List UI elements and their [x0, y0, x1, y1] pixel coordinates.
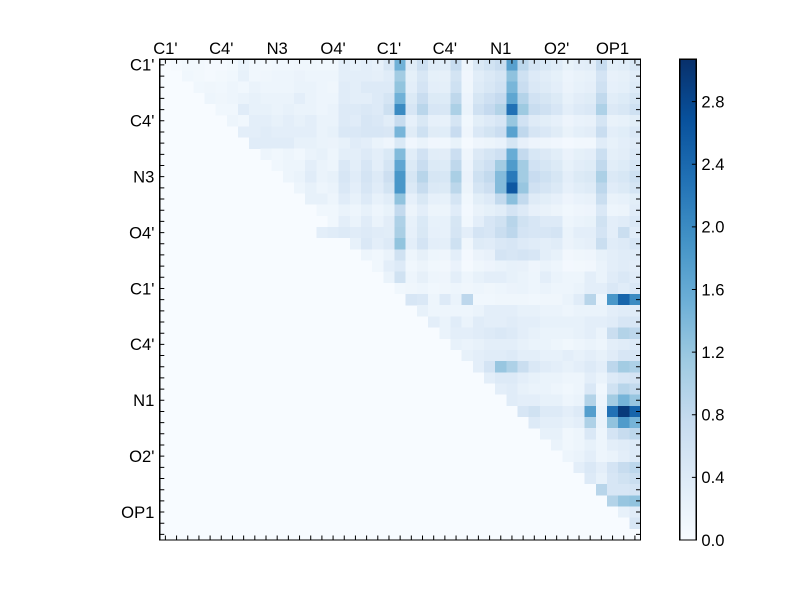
svg-text:0.8: 0.8	[701, 406, 724, 425]
svg-text:0.4: 0.4	[701, 468, 724, 487]
svg-text:C1': C1'	[377, 39, 401, 58]
svg-text:C4': C4'	[433, 39, 457, 58]
svg-text:C1': C1'	[153, 39, 177, 58]
svg-text:C4': C4'	[130, 335, 154, 354]
svg-text:OP1: OP1	[121, 503, 154, 522]
svg-text:C1': C1'	[130, 56, 154, 75]
svg-text:N3: N3	[133, 167, 154, 186]
svg-text:N3: N3	[267, 39, 288, 58]
svg-text:1.2: 1.2	[701, 343, 724, 362]
svg-text:C4': C4'	[209, 39, 233, 58]
svg-text:2.8: 2.8	[701, 92, 724, 111]
svg-text:O4': O4'	[129, 223, 154, 242]
svg-text:2.0: 2.0	[701, 218, 724, 237]
svg-text:OP1: OP1	[596, 39, 629, 58]
svg-text:2.4: 2.4	[701, 155, 724, 174]
svg-text:O4': O4'	[320, 39, 345, 58]
svg-text:N1: N1	[133, 391, 154, 410]
svg-text:O2': O2'	[544, 39, 569, 58]
svg-text:O2': O2'	[129, 447, 154, 466]
svg-text:N1: N1	[490, 39, 511, 58]
svg-text:C4': C4'	[130, 112, 154, 131]
svg-text:C1': C1'	[130, 279, 154, 298]
svg-text:1.6: 1.6	[701, 280, 724, 299]
svg-text:0.0: 0.0	[701, 531, 724, 550]
